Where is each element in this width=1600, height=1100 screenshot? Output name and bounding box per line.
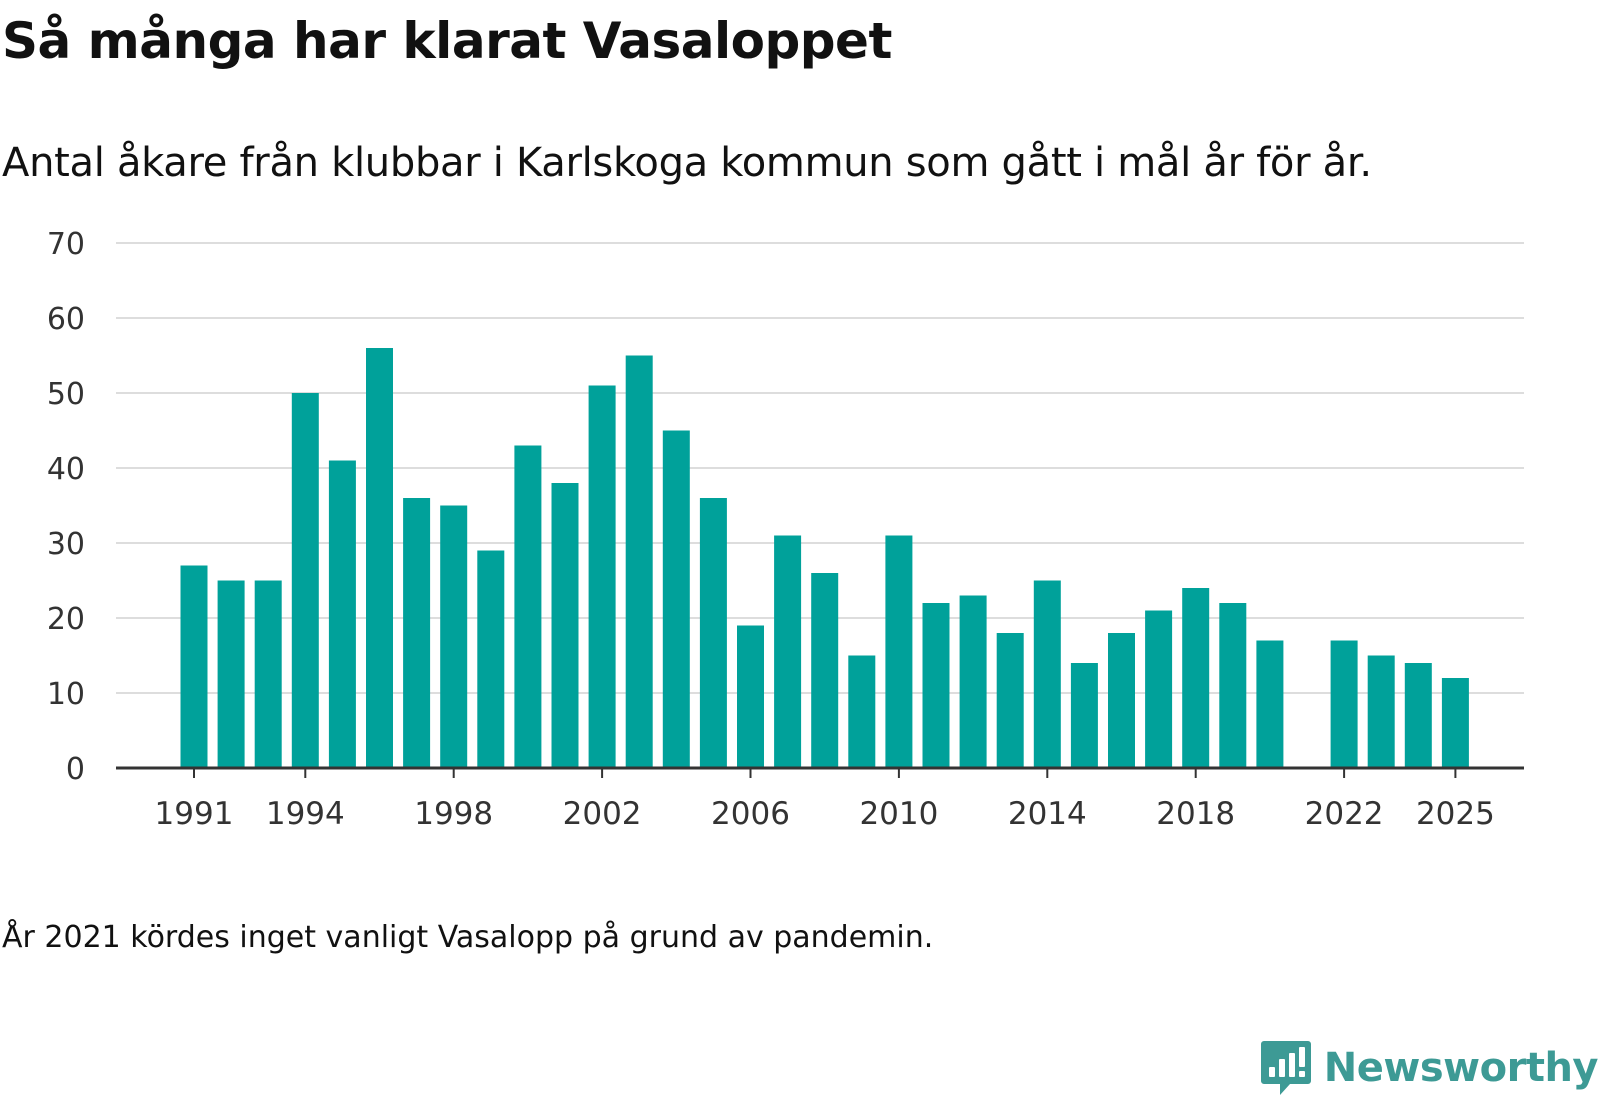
bar-1992 (217, 580, 245, 768)
bar-1997 (403, 498, 431, 768)
bar-2018 (1182, 588, 1210, 768)
y-tick-label: 10 (47, 677, 85, 712)
bar-2022 (1330, 640, 1358, 768)
bar-2025 (1441, 678, 1469, 768)
x-axis-ticks: 1991 1994 1998 2002 2006 2010 2014 2018 2022 2025 (155, 768, 1495, 832)
bar-2019 (1219, 603, 1247, 768)
bar-1995 (328, 460, 356, 768)
bar-2013 (996, 633, 1024, 768)
newsworthy-logo[interactable]: Newsworthy (1260, 1038, 1599, 1098)
x-tick-label: 2022 (1305, 796, 1384, 832)
bar-2014 (1033, 580, 1061, 768)
bar-2007 (774, 535, 802, 768)
footnote: År 2021 kördes inget vanligt Vasalopp på… (2, 920, 934, 955)
bar-1991 (180, 565, 208, 768)
bar-2009 (848, 655, 876, 768)
brand-name: Newsworthy (1323, 1045, 1599, 1091)
x-tick-label: 1994 (266, 796, 345, 832)
bar-1994 (291, 393, 319, 768)
y-axis-ticks: 0 10 20 30 40 50 60 70 (47, 227, 85, 787)
bar-1998 (440, 505, 468, 768)
x-tick-label: 2025 (1416, 796, 1495, 832)
x-tick-label: 2002 (563, 796, 642, 832)
bar-chart: 0 10 20 30 40 50 60 70 1991 1994 1998 2002 2006 2010… (47, 227, 1524, 832)
bar-1996 (366, 348, 393, 768)
x-tick-label: 1991 (155, 796, 234, 832)
bar-2005 (699, 498, 727, 768)
y-tick-label: 60 (47, 302, 85, 337)
bar-2015 (1070, 663, 1098, 768)
bar-2011 (922, 603, 950, 768)
bars (180, 348, 1469, 768)
bar-2016 (1108, 633, 1135, 768)
bar-2000 (514, 445, 542, 768)
bar-2003 (625, 355, 653, 768)
x-tick-label: 2010 (859, 796, 938, 832)
bar-2020 (1256, 640, 1284, 768)
y-tick-label: 70 (47, 227, 85, 262)
y-tick-label: 20 (47, 602, 85, 637)
bar-1993 (254, 580, 282, 768)
bar-2008 (811, 573, 839, 768)
bar-2024 (1404, 663, 1432, 768)
y-tick-label: 30 (47, 527, 85, 562)
bar-2001 (551, 483, 579, 768)
bar-2012 (959, 595, 987, 768)
bar-2004 (662, 430, 690, 768)
x-tick-label: 1998 (414, 796, 493, 832)
chart-subtitle: Antal åkare från klubbar i Karlskoga kom… (2, 140, 1372, 186)
bar-2023 (1367, 655, 1395, 768)
bar-2002 (588, 385, 616, 768)
y-tick-label: 40 (47, 452, 85, 487)
x-tick-label: 2018 (1156, 796, 1235, 832)
bar-2010 (885, 535, 913, 768)
chart-bubble-icon (1260, 1041, 1311, 1095)
x-tick-label: 2006 (711, 796, 790, 832)
bar-1999 (477, 550, 505, 768)
y-tick-label: 50 (47, 377, 85, 412)
chart-title: Så många har klarat Vasaloppet (2, 12, 892, 70)
bar-2006 (737, 625, 764, 768)
x-tick-label: 2014 (1008, 796, 1087, 832)
y-tick-label: 0 (66, 752, 85, 787)
bar-2017 (1145, 610, 1173, 768)
